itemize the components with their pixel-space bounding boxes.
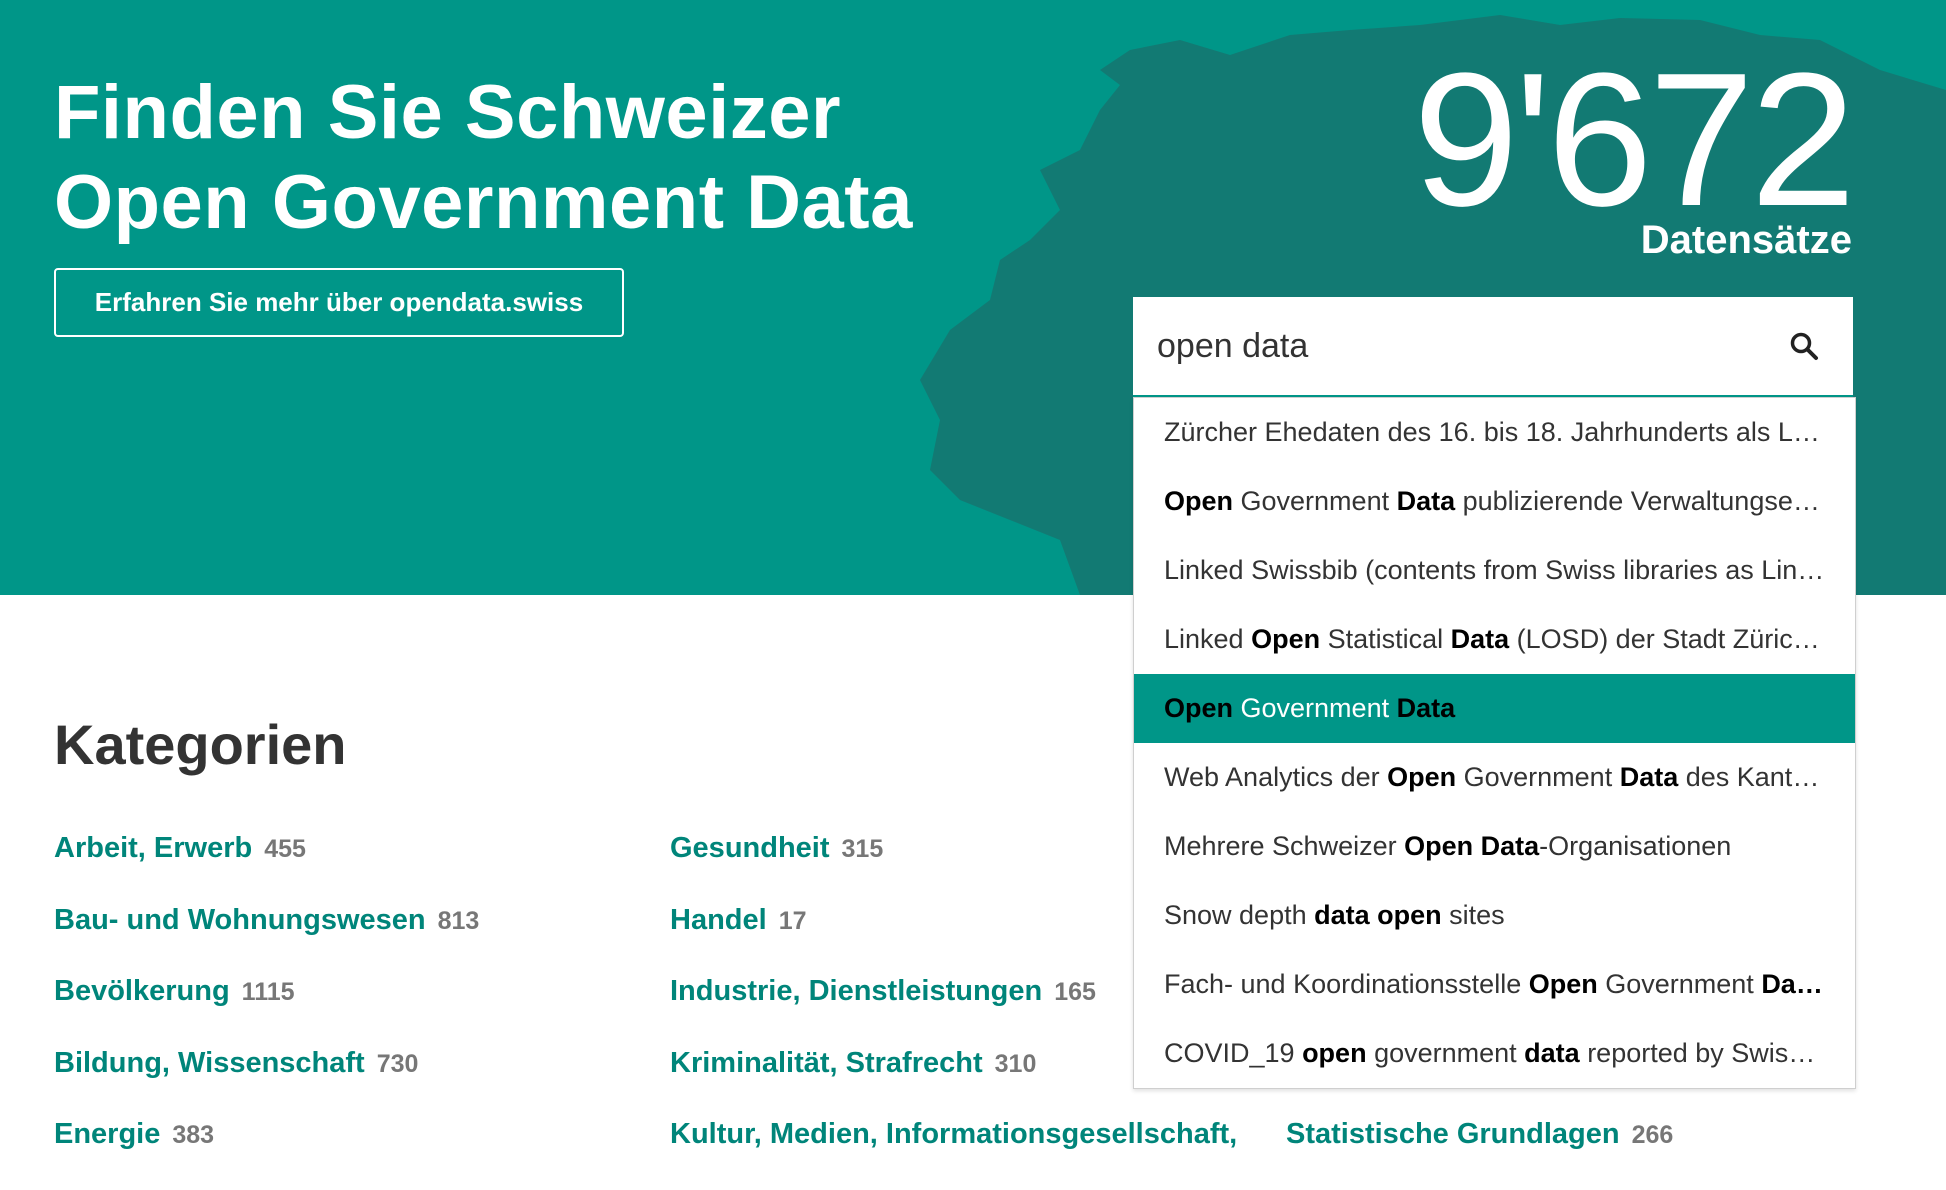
categories-column-1: Arbeit, Erwerb 455 Bau- und Wohnungswesen 8… xyxy=(54,832,479,1190)
category-count: 266 xyxy=(1631,1121,1674,1149)
suggestion-text: Zürcher Ehedaten des 16. bis 18. Jahrhun… xyxy=(1164,417,1826,447)
suggestion-text: Government xyxy=(1233,486,1397,516)
suggestion-highlight: Open xyxy=(1251,624,1321,654)
suggestion-highlight: Data xyxy=(1396,693,1456,723)
hero-title-line-1: Finden Sie Schweizer xyxy=(54,70,842,155)
category-item xyxy=(1286,832,1673,904)
category-count: 383 xyxy=(172,1121,215,1149)
category-item: Bevölkerung 1115 xyxy=(54,975,479,1047)
category-link[interactable]: Handel xyxy=(670,903,767,936)
category-link[interactable]: Gesundheit xyxy=(670,832,830,864)
category-link[interactable]: Bevölkerung xyxy=(54,975,230,1007)
category-item xyxy=(1286,904,1673,976)
category-count: 813 xyxy=(437,906,480,935)
suggestion-text: Government xyxy=(1456,762,1620,792)
hero-title: Finden Sie Schweizer Open Government Dat… xyxy=(54,68,913,248)
suggestion-highlight: Open xyxy=(1164,486,1234,516)
search-box xyxy=(1133,297,1853,397)
category-item: Bildung, Wissenschaft 730 xyxy=(54,1047,479,1119)
category-link[interactable]: Bau- und Wohnungswesen xyxy=(54,903,426,936)
suggestion-highlight: Data xyxy=(1619,762,1679,792)
suggestion-text: (LOSD) der Stadt Zürich… xyxy=(1509,624,1835,654)
search-suggestion-item[interactable]: Linked Open Statistical Data (LOSD) der … xyxy=(1134,605,1855,674)
suggestion-highlight: Data xyxy=(1396,486,1456,516)
category-count: 165 xyxy=(1054,978,1096,1006)
category-item: Arbeit, Erwerb 455 xyxy=(54,832,479,904)
search-input[interactable] xyxy=(1157,319,1757,373)
category-link[interactable]: Kriminalität, Strafrecht xyxy=(670,1046,983,1079)
hero-title-line-2: Open Government Data xyxy=(54,160,913,245)
category-item: Industrie, Dienstleistungen 165 xyxy=(670,975,1237,1047)
category-item: Statistische Grundlagen 266 xyxy=(1286,1118,1673,1190)
category-link[interactable]: Statistische Grundlagen xyxy=(1286,1118,1620,1150)
suggestion-highlight: Da… xyxy=(1761,969,1823,999)
search-suggestion-item[interactable]: Open Government Data publizierende Verwa… xyxy=(1134,467,1855,536)
category-count: 730 xyxy=(376,1049,419,1078)
search-suggestions-list: Zürcher Ehedaten des 16. bis 18. Jahrhun… xyxy=(1133,397,1856,1089)
search-suggestion-item[interactable]: Open Government Data xyxy=(1134,674,1855,743)
category-link[interactable]: Bildung, Wissenschaft xyxy=(54,1046,365,1079)
search-suggestion-item[interactable]: Linked Swissbib (contents from Swiss lib… xyxy=(1134,536,1855,605)
suggestion-text: Web Analytics der xyxy=(1164,762,1388,792)
category-item: Bau- und Wohnungswesen 813 xyxy=(54,904,479,976)
suggestion-text: Statistical xyxy=(1320,624,1451,654)
about-opendata-button[interactable]: Erfahren Sie mehr über opendata.swiss xyxy=(54,268,624,337)
category-item: Kultur, Medien, Informationsgesellschaft… xyxy=(670,1118,1237,1190)
category-count: 315 xyxy=(841,835,884,863)
categories-column-3: Statistische Grundlagen 266 xyxy=(1286,832,1673,1190)
suggestion-text: Government xyxy=(1233,693,1397,723)
category-count: 310 xyxy=(994,1049,1037,1078)
category-item: Gesundheit 315 xyxy=(670,832,1237,904)
search-suggestion-item[interactable]: Zürcher Ehedaten des 16. bis 18. Jahrhun… xyxy=(1134,398,1855,467)
suggestion-text: Linked xyxy=(1164,624,1252,654)
dataset-count: 9'672 xyxy=(1413,34,1856,246)
suggestion-text: publizierende Verwaltungse… xyxy=(1455,486,1820,516)
category-item: Kriminalität, Strafrecht 310 xyxy=(670,1047,1237,1119)
category-link[interactable]: Energie xyxy=(54,1118,161,1150)
category-item: Handel 17 xyxy=(670,904,1237,976)
category-count: 455 xyxy=(264,835,306,863)
search-suggestion-item[interactable]: Web Analytics der Open Government Data d… xyxy=(1134,743,1855,812)
suggestion-highlight: Data xyxy=(1450,624,1510,654)
category-link[interactable]: Arbeit, Erwerb xyxy=(54,832,253,864)
suggestion-text: des Kanto… xyxy=(1678,762,1835,792)
suggestion-highlight: Open xyxy=(1164,693,1234,723)
categories-column-2: Gesundheit 315 Handel 17 Industrie, Dienstle… xyxy=(670,832,1237,1190)
search-icon[interactable] xyxy=(1789,331,1819,361)
category-count: 17 xyxy=(778,906,807,935)
category-item xyxy=(1286,1047,1673,1119)
category-item: Energie 383 xyxy=(54,1118,479,1190)
categories-heading: Kategorien xyxy=(54,713,347,776)
category-link[interactable]: Kultur, Medien, Informationsgesellschaft… xyxy=(670,1118,1238,1150)
category-item xyxy=(1286,975,1673,1047)
category-link[interactable]: Industrie, Dienstleistungen xyxy=(670,975,1043,1007)
dataset-count-label: Datensätze xyxy=(1640,218,1852,262)
suggestion-highlight: Open xyxy=(1387,762,1457,792)
category-count: 1115 xyxy=(241,978,295,1006)
suggestion-text: Linked Swissbib (contents from Swiss lib… xyxy=(1164,555,1825,585)
